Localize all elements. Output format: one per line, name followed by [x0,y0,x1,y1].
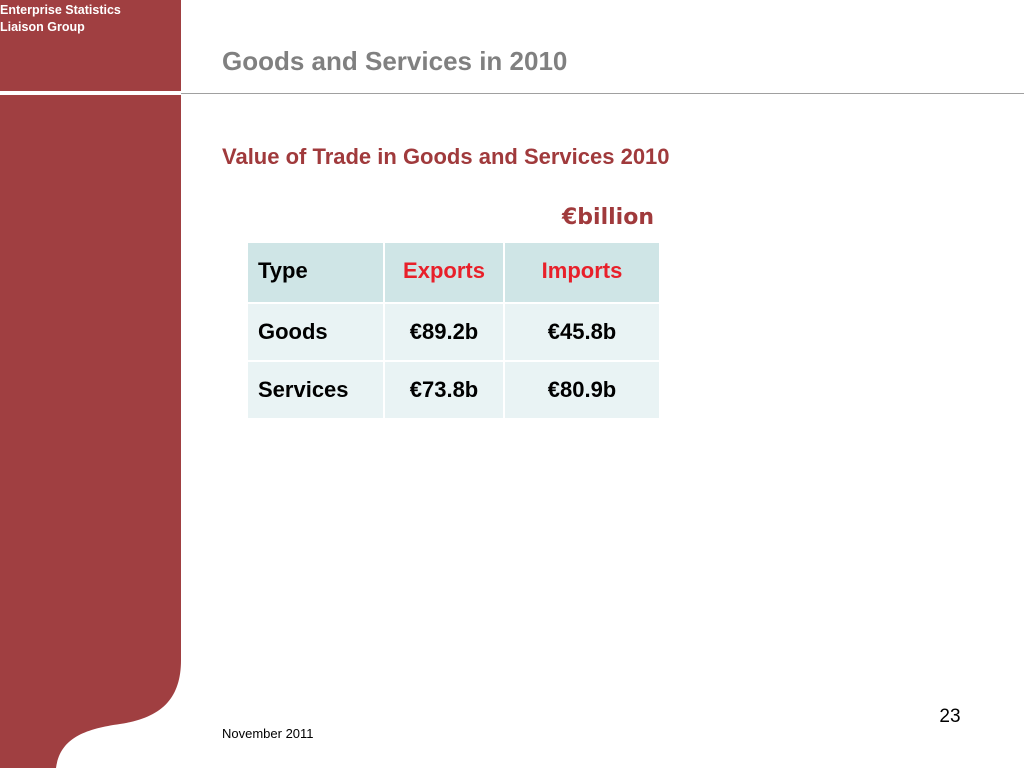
row-exports-cell: €73.8b [383,360,505,420]
table-header-row: Type Exports Imports [246,241,661,304]
row-exports-cell: €89.2b [383,302,505,362]
table-row: Services €73.8b €80.9b [246,360,661,420]
header-type: Type [246,241,385,304]
unit-label: €billion [562,205,654,230]
sidebar-divider [0,91,181,95]
row-type-cell: Goods [246,302,385,362]
row-imports-cell: €80.9b [503,360,661,420]
org-name: Enterprise Statistics Liaison Group [0,2,175,36]
sidebar-decoration [0,0,181,768]
table-title: Value of Trade in Goods and Services 201… [222,144,670,169]
trade-table: Type Exports Imports Goods €89.2b €45.8b… [246,241,661,420]
footer-date: November 2011 [222,726,314,741]
row-type-cell: Services [246,360,385,420]
header-imports: Imports [503,241,661,304]
slide-title: Goods and Services in 2010 [222,46,568,76]
table-row: Goods €89.2b €45.8b [246,302,661,362]
header-exports: Exports [383,241,505,304]
row-imports-cell: €45.8b [503,302,661,362]
header-rule [181,93,1024,94]
org-name-line2: Liaison Group [0,20,85,34]
org-name-line1: Enterprise Statistics [0,3,121,17]
page-number: 23 [939,706,961,727]
